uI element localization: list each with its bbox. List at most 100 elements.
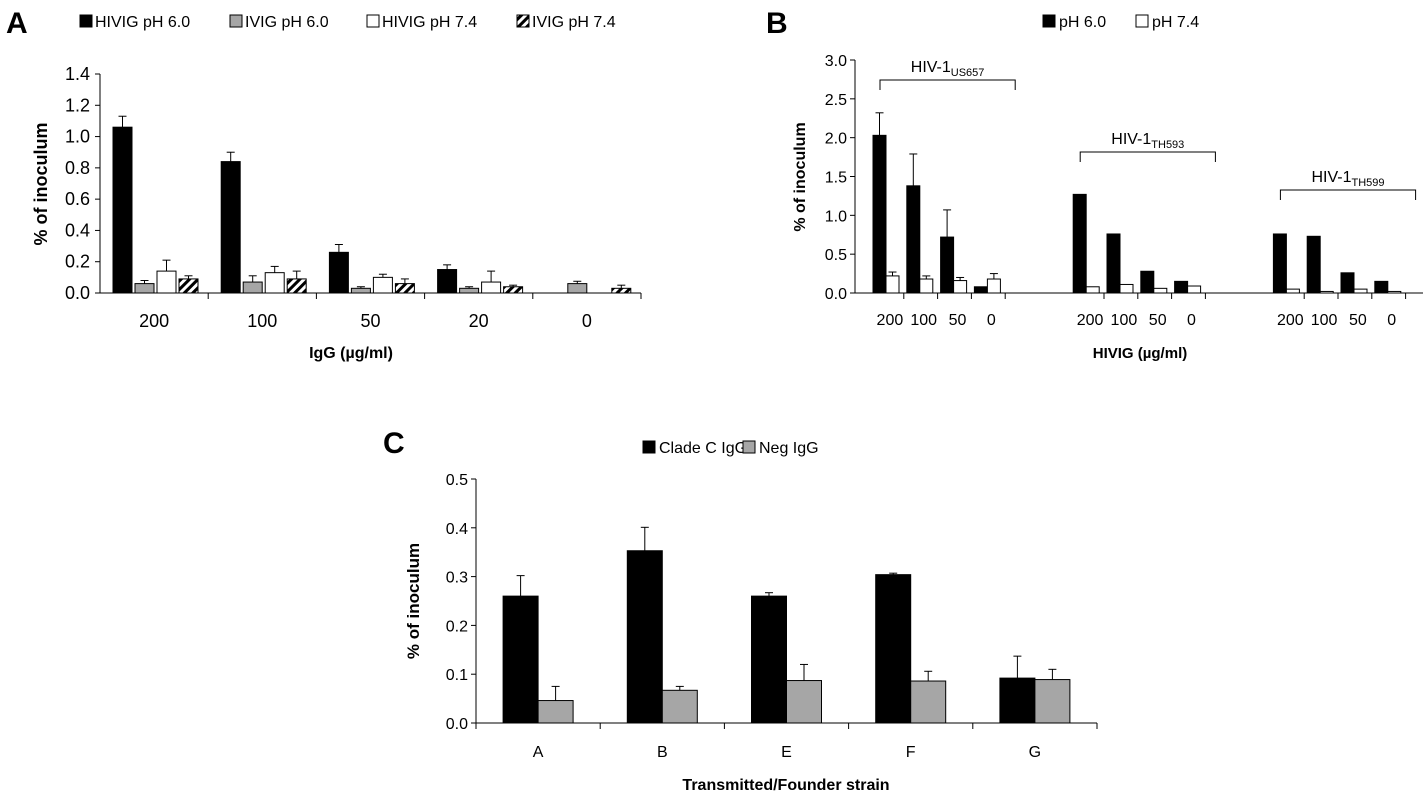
legend-label: pH 6.0 — [1059, 14, 1106, 31]
bar — [156, 270, 177, 294]
panel-c-letter: C — [383, 427, 405, 460]
legend-label: pH 7.4 — [1152, 14, 1199, 31]
bar — [481, 281, 502, 294]
bar — [112, 126, 133, 294]
y-tick-label: 0.2 — [65, 252, 90, 272]
x-tick-label: 0 — [1387, 312, 1396, 329]
x-tick-label: 50 — [1349, 312, 1367, 329]
bar — [264, 272, 285, 294]
panel-b-xlabel: HIVIG (µg/ml) — [1093, 345, 1187, 362]
x-tick-label: 100 — [910, 312, 937, 329]
bar — [1119, 283, 1134, 294]
panel-a-xlabel: IgG (µg/ml) — [309, 345, 393, 362]
bar — [626, 550, 663, 724]
bar — [872, 134, 887, 294]
bar — [220, 161, 241, 294]
legend-swatch — [366, 14, 380, 28]
y-tick-label: 3.0 — [825, 53, 847, 70]
panel-b-ylabel: % of inoculum — [792, 122, 809, 231]
bar — [611, 287, 632, 294]
bar — [286, 278, 307, 294]
bar — [940, 236, 955, 294]
bar — [178, 278, 199, 294]
x-tick-label: B — [657, 744, 668, 761]
y-tick-label: 0.6 — [65, 189, 90, 209]
x-tick-label: 200 — [1277, 312, 1304, 329]
x-tick-label: 100 — [1111, 312, 1138, 329]
legend-label: Clade C IgG — [659, 440, 747, 457]
x-tick-label: A — [533, 744, 544, 761]
bar — [1085, 286, 1100, 294]
bar — [1174, 280, 1189, 294]
bar — [503, 286, 524, 294]
y-tick-label: 1.4 — [65, 64, 90, 84]
bar — [986, 278, 1001, 294]
y-tick-label: 0.0 — [825, 286, 847, 303]
bar — [1285, 288, 1300, 294]
bar — [1306, 235, 1321, 294]
x-tick-label: 200 — [877, 312, 904, 329]
bar — [537, 700, 574, 724]
bar — [973, 286, 988, 294]
panel-c-xlabel: Transmitted/Founder strain — [682, 777, 889, 794]
x-tick-label: 20 — [469, 311, 489, 331]
bar — [567, 283, 588, 294]
x-tick-label: 50 — [949, 312, 967, 329]
x-tick-label: 50 — [360, 311, 380, 331]
bar — [372, 276, 393, 294]
bar — [1153, 287, 1168, 294]
x-tick-label: 0 — [582, 311, 592, 331]
bar — [1034, 679, 1071, 724]
bar — [1374, 280, 1389, 294]
bar — [134, 283, 155, 294]
legend-swatch — [229, 14, 243, 28]
y-tick-label: 0.4 — [65, 220, 90, 240]
y-tick-label: 1.2 — [65, 95, 90, 115]
y-tick-label: 0.5 — [446, 472, 468, 489]
y-tick-label: 0.8 — [65, 158, 90, 178]
bar — [1106, 233, 1121, 294]
legend-swatch — [1135, 14, 1149, 28]
bar — [350, 287, 371, 294]
group-label: HIV-1TH599 — [1311, 169, 1384, 189]
y-tick-label: 0.5 — [825, 247, 847, 264]
panel-a-ylabel: % of inoculum — [31, 123, 51, 246]
legend-label: HIVIG pH 6.0 — [95, 14, 190, 31]
group-bracket — [879, 79, 1016, 90]
bar — [953, 280, 968, 294]
legend-swatch — [1042, 14, 1056, 28]
y-tick-label: 0.4 — [446, 521, 468, 538]
bar — [1187, 285, 1202, 294]
x-tick-label: 0 — [987, 312, 996, 329]
x-tick-label: 200 — [1077, 312, 1104, 329]
legend-swatch — [642, 440, 656, 454]
legend-label: Neg IgG — [759, 440, 819, 457]
bar — [1387, 290, 1402, 294]
legend-swatch — [516, 14, 530, 28]
bar — [910, 680, 947, 724]
panel-c-ylabel: % of inoculum — [404, 543, 423, 659]
bar — [328, 251, 349, 294]
bar — [1140, 270, 1155, 294]
y-tick-label: 0.2 — [446, 618, 468, 635]
legend-label: IVIG pH 6.0 — [245, 14, 329, 31]
legend-swatch — [742, 440, 756, 454]
legend-label: IVIG pH 7.4 — [532, 14, 616, 31]
bar — [906, 185, 921, 294]
legend-swatch — [79, 14, 93, 28]
bar — [1353, 288, 1368, 294]
bar — [242, 281, 263, 294]
bar — [502, 595, 539, 724]
bar — [919, 278, 934, 294]
group-label: HIV-1TH593 — [1111, 131, 1184, 151]
group-label: HIV-1US657 — [911, 59, 985, 79]
y-tick-label: 1.0 — [825, 208, 847, 225]
bar — [1319, 290, 1334, 294]
x-tick-label: 200 — [139, 311, 169, 331]
bar — [394, 283, 415, 294]
y-tick-label: 0.1 — [446, 667, 468, 684]
bar — [885, 275, 900, 294]
panel-b-letter: B — [766, 7, 788, 40]
y-tick-label: 2.0 — [825, 131, 847, 148]
